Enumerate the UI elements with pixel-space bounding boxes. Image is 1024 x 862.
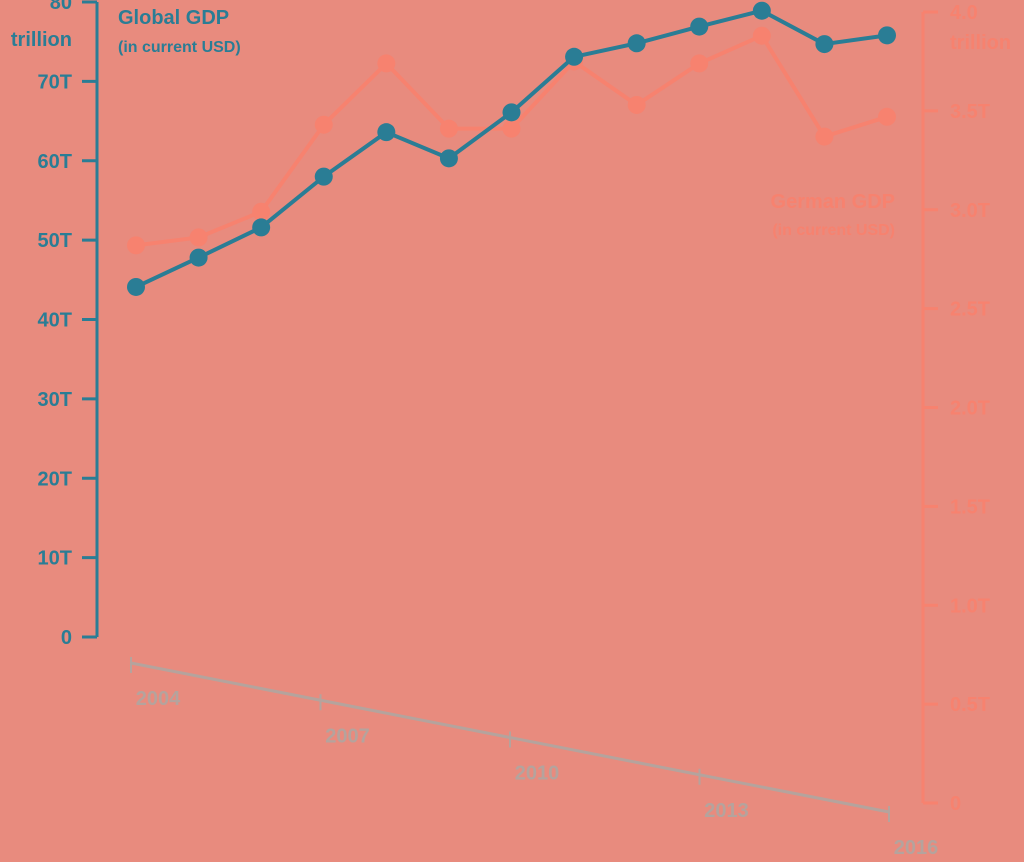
left-axis-tick-label: 0 — [61, 627, 72, 649]
global-gdp-point-2014 — [752, 1, 771, 20]
right-axis-unit-label: trillion — [950, 32, 1011, 54]
right-axis-tick-label: 1.0T — [950, 595, 990, 617]
global-gdp-point-2004 — [127, 277, 145, 296]
global-gdp-subtitle: (in current USD) — [118, 39, 241, 56]
german-gdp-point-2004 — [127, 236, 145, 255]
x-axis: 2004 2007 2010 2013 2016 — [130, 657, 939, 859]
global-gdp-point-2007 — [314, 167, 333, 186]
global-gdp-title: Global GDP — [118, 7, 229, 29]
german-gdp-point-2010 — [502, 119, 521, 138]
x-axis-tick-label: 2010 — [515, 763, 560, 785]
global-gdp-point-2012 — [627, 34, 646, 53]
left-axis-tick-label: 70T — [38, 71, 72, 93]
german-gdp-point-2015 — [815, 127, 834, 146]
x-axis-tick-label: 2007 — [325, 725, 370, 747]
german-gdp-point-2014 — [752, 26, 771, 45]
global-gdp-point-2016 — [878, 26, 896, 45]
x-axis-tick-label: 2004 — [136, 688, 181, 710]
german-gdp-point-2016 — [878, 107, 896, 126]
german-gdp-line — [135, 33, 888, 248]
right-axis-tick-label: 0 — [950, 793, 961, 815]
german-gdp-point-2009 — [439, 119, 458, 138]
right-axis-tick-label: 3.0T — [950, 200, 990, 222]
x-axis-tick-label: 2016 — [894, 837, 939, 859]
global-gdp-point-2010 — [502, 103, 521, 122]
right-axis-tick-label: 2.5T — [950, 299, 990, 321]
german-gdp-point-2006 — [252, 202, 271, 221]
left-axis-tick-label: 60T — [38, 151, 72, 173]
german-gdp-point-2007 — [314, 115, 333, 134]
right-axis-tick-label: 1.5T — [950, 496, 990, 518]
global-gdp-point-2006 — [252, 218, 271, 237]
global-gdp-point-2005 — [189, 248, 208, 267]
left-axis-unit-label: trillion — [11, 29, 72, 51]
right-y-axis: 0 0.5T 1.0T 1.5T 2.0T 2.5T 3.0T 3.5T 4.0 trillion — [921, 2, 1011, 815]
german-gdp-subtitle: (in current USD) — [772, 222, 895, 239]
global-gdp-point-2009 — [439, 149, 458, 168]
left-y-axis: 0 10T 20T 30T 40T 50T 60T 70T 80 trillion — [11, 0, 99, 649]
german-gdp-point-2013 — [690, 54, 709, 73]
global-gdp-point-2013 — [690, 17, 709, 36]
right-axis-tick-label: 2.0T — [950, 398, 990, 420]
series-global-gdp — [127, 1, 896, 296]
x-axis-tick-label: 2013 — [704, 800, 749, 822]
right-axis-tick-label: 4.0 — [950, 2, 978, 24]
right-axis-tick-label: 0.5T — [950, 694, 990, 716]
series-german-gdp — [127, 26, 896, 255]
german-gdp-point-2008 — [377, 54, 396, 73]
left-axis-tick-label: 50T — [38, 230, 72, 252]
global-gdp-point-2011 — [565, 47, 584, 66]
global-gdp-point-2015 — [815, 35, 834, 54]
german-gdp-point-2012 — [627, 95, 646, 114]
global-gdp-point-2008 — [377, 123, 396, 142]
german-gdp-title: German GDP — [771, 191, 895, 213]
right-axis-tick-label: 3.5T — [950, 101, 990, 123]
left-axis-tick-label: 80 — [50, 0, 72, 14]
left-axis-tick-label: 30T — [38, 389, 72, 411]
german-gdp-point-2005 — [189, 228, 208, 247]
left-axis-tick-label: 10T — [38, 548, 72, 570]
left-axis-tick-label: 40T — [38, 310, 72, 332]
left-axis-tick-label: 20T — [38, 468, 72, 490]
